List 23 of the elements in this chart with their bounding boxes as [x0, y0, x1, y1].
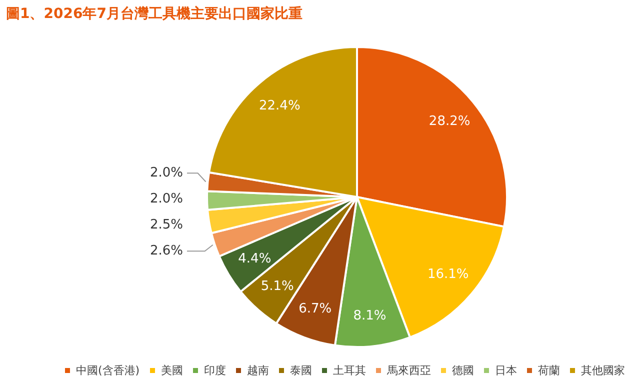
legend-label: 其他國家	[581, 364, 625, 378]
data-label: 2.0%	[150, 192, 183, 207]
data-label: 5.1%	[260, 278, 294, 294]
legend-label: 土耳其	[333, 364, 366, 378]
legend-label: 日本	[495, 364, 517, 378]
data-label: 16.1%	[427, 267, 469, 282]
data-label: 8.1%	[353, 308, 386, 324]
chart-title: 圖1、2026年7月台灣工具機主要出口國家比重	[6, 5, 302, 22]
data-label: 28.2%	[428, 114, 470, 129]
data-label: 2.6%	[150, 244, 183, 259]
legend-label: 馬來西亞	[386, 364, 431, 378]
legend-label: 美國	[161, 364, 183, 378]
legend-label: 印度	[204, 364, 226, 378]
legend-label: 泰國	[290, 364, 312, 378]
data-label: 2.0%	[150, 166, 183, 181]
data-label: 22.4%	[259, 98, 300, 114]
data-label: 2.5%	[150, 218, 183, 233]
legend-label: 德國	[452, 364, 474, 378]
legend-label: 中國(含香港)	[76, 364, 140, 378]
legend-label: 荷蘭	[538, 364, 560, 378]
data-label: 4.4%	[238, 252, 272, 267]
data-label: 6.7%	[298, 302, 332, 317]
legend-label: 越南	[247, 364, 269, 378]
